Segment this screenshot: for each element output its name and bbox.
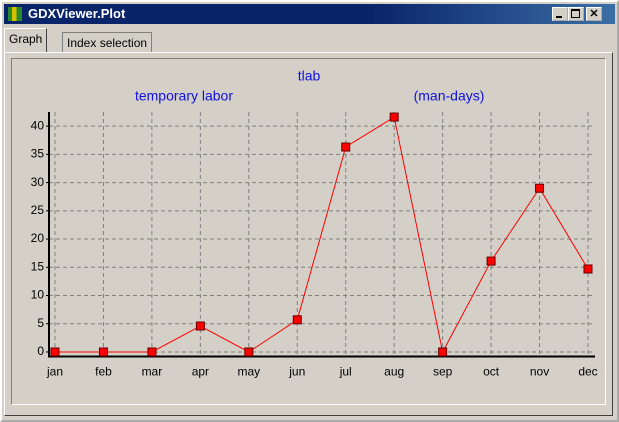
y-tick-label: 35 xyxy=(31,147,45,161)
data-point xyxy=(389,112,399,122)
data-point xyxy=(535,183,545,193)
x-tick-label: mar xyxy=(142,365,163,379)
tab-graph[interactable]: Graph xyxy=(4,28,48,52)
y-tick-label: 30 xyxy=(31,175,45,189)
x-tick-label: may xyxy=(237,365,260,379)
x-tick-label: dec xyxy=(578,365,597,379)
minimize-button[interactable] xyxy=(552,7,568,21)
y-tick-label: 0 xyxy=(37,344,44,358)
close-button[interactable]: ✕ xyxy=(586,7,602,21)
x-tick-label: apr xyxy=(192,365,209,379)
data-point xyxy=(98,347,108,357)
chart-subtitle: temporary labor xyxy=(135,88,233,104)
data-point xyxy=(195,321,205,331)
x-tick-label: nov xyxy=(530,365,549,379)
x-tick-label: jan xyxy=(46,365,63,379)
x-tick-label: sep xyxy=(433,365,453,379)
data-point xyxy=(244,347,254,357)
data-point xyxy=(292,315,302,325)
title-bar: GDXViewer.Plot ✕ xyxy=(4,4,615,24)
y-tick-label: 20 xyxy=(31,231,45,245)
y-tick-label: 5 xyxy=(37,316,44,330)
unit-label: (man-days) xyxy=(414,88,485,104)
x-tick-label: jun xyxy=(288,365,305,379)
plot-frame xyxy=(11,58,606,405)
y-tick-label: 25 xyxy=(31,203,45,217)
app-icon xyxy=(8,7,22,21)
data-point xyxy=(341,142,351,152)
x-tick-label: oct xyxy=(483,365,500,379)
tab-index-selection[interactable]: Index selection xyxy=(62,32,153,53)
data-point xyxy=(50,347,60,357)
y-tick-label: 40 xyxy=(31,118,45,132)
y-tick-label: 15 xyxy=(31,259,45,273)
window-title: GDXViewer.Plot xyxy=(28,6,126,21)
y-tick-label: 10 xyxy=(31,288,45,302)
x-tick-label: aug xyxy=(384,365,404,379)
data-point xyxy=(486,256,496,266)
x-tick-label: feb xyxy=(95,365,112,379)
x-tick-label: jul xyxy=(339,365,352,379)
tab-panel xyxy=(4,52,613,416)
chart-title: tlab xyxy=(298,68,321,84)
data-point xyxy=(583,264,593,274)
data-point xyxy=(438,347,448,357)
series-line xyxy=(55,116,589,354)
data-point xyxy=(147,347,157,357)
maximize-button[interactable] xyxy=(568,7,584,21)
